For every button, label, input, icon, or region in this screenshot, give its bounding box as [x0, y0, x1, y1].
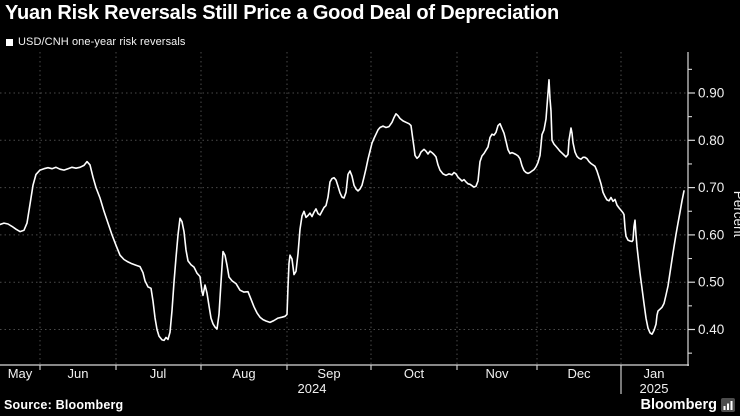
chart-title: Yuan Risk Reversals Still Price a Good D… [5, 2, 559, 24]
x-axis-month-label: Jan [644, 366, 665, 381]
x-axis-month-label: Oct [404, 366, 425, 381]
y-axis-tick-label: 0.70 [698, 180, 724, 195]
chart-legend: USD/CNH one-year risk reversals [6, 36, 186, 48]
y-axis-tick-label: 0.80 [698, 133, 724, 148]
bloomberg-wordmark: Bloomberg [640, 397, 717, 413]
bloomberg-logo-icon [721, 398, 735, 412]
x-axis-month-label: Sep [317, 366, 340, 381]
x-axis-year-label: 2024 [298, 381, 327, 396]
x-axis-month-label: Jun [68, 366, 89, 381]
y-axis-tick-label: 0.50 [698, 275, 724, 290]
y-axis-tick-label: 0.90 [698, 86, 724, 101]
x-axis-month-label: Aug [232, 366, 255, 381]
source-attribution: Source: Bloomberg [4, 398, 124, 412]
bloomberg-brand: Bloomberg [640, 397, 735, 413]
y-axis-title: Percent [731, 191, 740, 238]
legend-label: USD/CNH one-year risk reversals [18, 36, 186, 48]
x-axis-month-label: Dec [567, 366, 591, 381]
y-axis-tick-label: 0.60 [698, 227, 724, 242]
x-axis-year-label: 2025 [640, 381, 669, 396]
risk-reversal-line-series [0, 79, 685, 342]
x-axis-month-label: Nov [485, 366, 509, 381]
x-axis-month-label: May [8, 366, 33, 381]
x-axis-month-label: Jul [150, 366, 167, 381]
legend-swatch-icon [6, 38, 13, 46]
y-axis-tick-label: 0.40 [698, 322, 724, 337]
